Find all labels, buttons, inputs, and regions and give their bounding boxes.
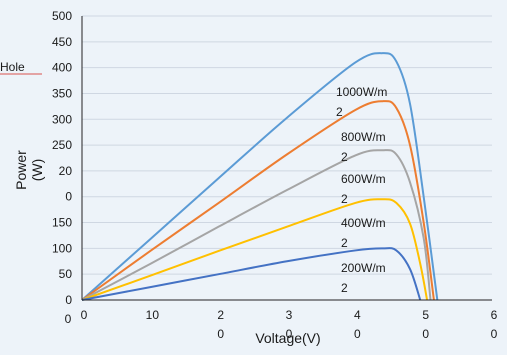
x-axis-title: Voltage(V) — [255, 330, 320, 346]
axes — [81, 16, 492, 301]
grid — [82, 15, 492, 275]
x-tick-label-line: 10 — [146, 308, 160, 322]
series-label-line: 2 — [341, 192, 348, 206]
series-label: 200W/m 2 — [341, 261, 386, 295]
series-line — [81, 247, 422, 301]
series-label-line: 200W/m — [341, 261, 386, 275]
side-note: Hole — [0, 60, 25, 74]
y-tick-labels: 0 50 100 150 0 20 250 300 350 400 450 500 — [52, 9, 72, 307]
series-line — [81, 149, 432, 301]
origin-label: 0 — [65, 312, 72, 326]
series-label-line: 2 — [341, 150, 348, 164]
y-tick-label: 250 — [52, 138, 72, 152]
y-tick-label: 50 — [59, 267, 73, 281]
y-axis-title-line: Power — [13, 150, 29, 190]
series-label: 800W/m 2 — [341, 130, 386, 164]
y-tick-label: 450 — [52, 35, 72, 49]
series-lines — [81, 52, 439, 301]
series-line — [81, 52, 439, 301]
x-tick-label-line: 0 — [491, 327, 498, 341]
y-tick-label: 500 — [52, 9, 72, 23]
series-label-line: 2 — [336, 105, 343, 119]
series-line — [81, 198, 429, 301]
series-label-line: 1000W/m — [336, 85, 387, 99]
series-line — [81, 100, 435, 301]
x-tick-label-line: 0 — [217, 327, 224, 341]
series-label: 400W/m 2 — [341, 216, 386, 250]
y-tick-label: 100 — [52, 241, 72, 255]
axis-titles: Voltage(V) Power(W) Hole — [0, 60, 321, 346]
x-tick-label-line: 3 — [286, 308, 293, 322]
y-tick-label: 0 — [65, 293, 72, 307]
y-tick-label: 300 — [52, 112, 72, 126]
x-tick-label-line: 0 — [422, 327, 429, 341]
y-axis-title: Power(W) — [13, 150, 45, 190]
y-tick-label: 400 — [52, 61, 72, 75]
y-axis-title-line: (W) — [29, 159, 45, 182]
x-tick-label-line: 4 — [354, 308, 361, 322]
series-labels: 1000W/m 2 800W/m 2 600W/m 2 400W/m 2 200W/m 2 — [336, 85, 387, 295]
x-tick-labels: 0 10 2 03 04 05 06 00 — [65, 308, 498, 341]
x-tick-label-line: 5 — [422, 308, 429, 322]
x-tick-label-line: 6 — [491, 308, 498, 322]
series-label-line: 800W/m — [341, 130, 386, 144]
y-tick-label: 150 — [52, 216, 72, 230]
x-tick-label-line: 0 — [354, 327, 361, 341]
series-label-line: 400W/m — [341, 216, 386, 230]
series-label-line: 600W/m — [341, 172, 386, 186]
x-tick-label: 0 — [81, 308, 88, 322]
y-tick-label: 0 — [65, 190, 72, 204]
x-tick-label-line: 0 — [81, 308, 88, 322]
x-tick-label: 10 — [146, 308, 160, 322]
y-tick-label: 20 — [59, 164, 73, 178]
x-tick-label-line: 2 — [217, 308, 224, 322]
series-label-line: 2 — [341, 281, 348, 295]
x-tick-label-line: 0 — [286, 327, 293, 341]
series-label-line: 2 — [341, 236, 348, 250]
y-tick-label: 350 — [52, 86, 72, 100]
series-label: 1000W/m 2 — [336, 85, 387, 119]
series-label: 600W/m 2 — [341, 172, 386, 206]
